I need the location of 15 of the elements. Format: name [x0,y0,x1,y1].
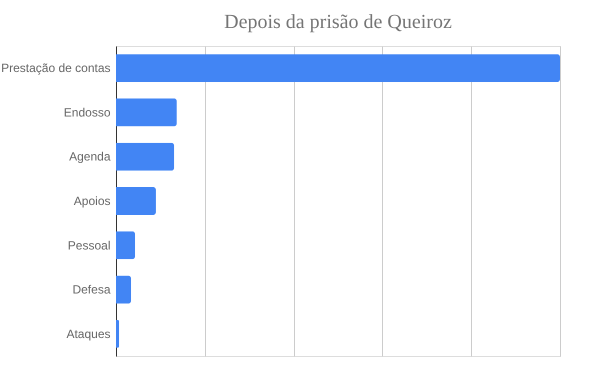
y-tick-label: Defesa [72,282,111,297]
bar [116,320,120,348]
chart-title: Depois da prisão de Queiroz [224,11,452,33]
y-tick-label: Apoios [74,194,110,208]
bar [116,276,132,304]
y-tick-label: Prestação de contas [1,61,110,76]
y-tick-label: Endosso [64,105,111,120]
y-tick-label: Pessoal [68,238,110,252]
bar [116,54,560,82]
bar [116,231,136,260]
bar [116,142,174,171]
bar [116,98,177,126]
y-tick-label: Ataques [66,326,110,341]
y-tick-label: Agenda [69,150,111,164]
bar [116,187,156,215]
